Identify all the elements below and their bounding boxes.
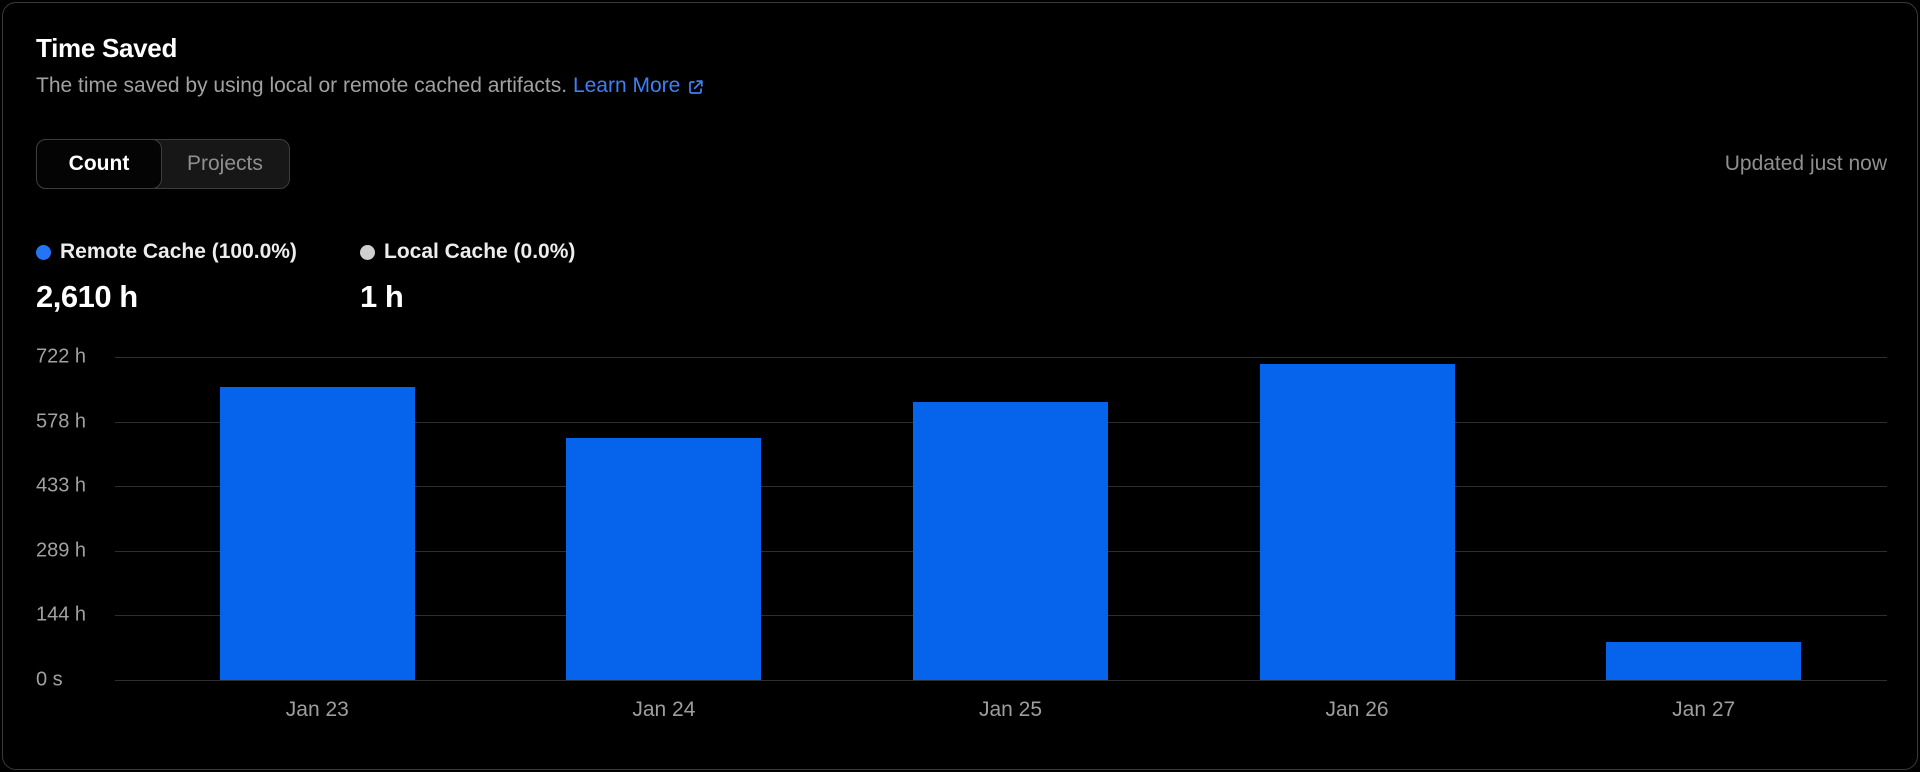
tab-count[interactable]: Count <box>36 139 162 189</box>
learn-more-label: Learn More <box>572 74 681 97</box>
page-title: Time Saved <box>36 33 178 63</box>
toolbar: Count Projects Updated just now <box>36 139 1887 189</box>
x-axis: Jan 23 Jan 24 Jan 25 Jan 26 Jan 27 <box>144 680 1877 749</box>
bar-jan-24[interactable] <box>566 437 762 680</box>
y-tick: 144 h <box>36 603 87 626</box>
plot-area <box>115 357 1887 681</box>
tab-projects[interactable]: Projects <box>187 152 263 175</box>
bars-row <box>144 357 1877 680</box>
local-cache-dot-icon <box>360 244 375 260</box>
bar-jan-26[interactable] <box>1259 364 1455 680</box>
learn-more-link[interactable]: Learn More <box>573 73 705 99</box>
remote-cache-value: 2,610 h <box>36 279 138 314</box>
subtitle-text: The time saved by using local or remote … <box>36 74 568 97</box>
legend: Remote Cache (100.0%) 2,610 h Local Cach… <box>36 239 1887 317</box>
bar-jan-23[interactable] <box>219 386 415 680</box>
local-cache-label: Local Cache (0.0%) <box>384 240 576 263</box>
x-tick: Jan 26 <box>1325 698 1389 721</box>
y-tick: 289 h <box>36 539 87 562</box>
x-tick: Jan 23 <box>285 698 349 721</box>
external-link-icon <box>686 78 705 97</box>
x-tick: Jan 24 <box>632 698 696 721</box>
remote-cache-dot-icon <box>36 244 51 260</box>
x-tick: Jan 27 <box>1672 698 1736 721</box>
bar-jan-27[interactable] <box>1606 641 1802 680</box>
time-saved-bar-chart: 722 h 578 h 433 h 289 h 144 h 0 s <box>36 346 1887 691</box>
legend-group-remote-cache: Remote Cache (100.0%) 2,610 h <box>36 239 324 317</box>
x-tick: Jan 25 <box>978 698 1043 721</box>
gridline <box>115 357 1887 358</box>
card-subtitle: The time saved by using local or remote … <box>36 73 1887 99</box>
legend-group-local-cache: Local Cache (0.0%) 1 h <box>360 239 648 317</box>
remote-cache-label: Remote Cache (100.0%) <box>60 240 297 263</box>
updated-status: Updated just now <box>1724 152 1887 175</box>
bar-jan-25[interactable] <box>912 401 1108 680</box>
view-toggle: Count Projects <box>36 139 290 189</box>
y-tick: 0 s <box>36 668 63 691</box>
gridline <box>115 680 1887 681</box>
y-axis: 722 h 578 h 433 h 289 h 144 h 0 s <box>36 346 115 691</box>
y-tick: 722 h <box>36 345 87 368</box>
y-tick: 433 h <box>36 474 87 497</box>
y-tick: 578 h <box>36 410 87 433</box>
local-cache-value: 1 h <box>360 279 404 314</box>
